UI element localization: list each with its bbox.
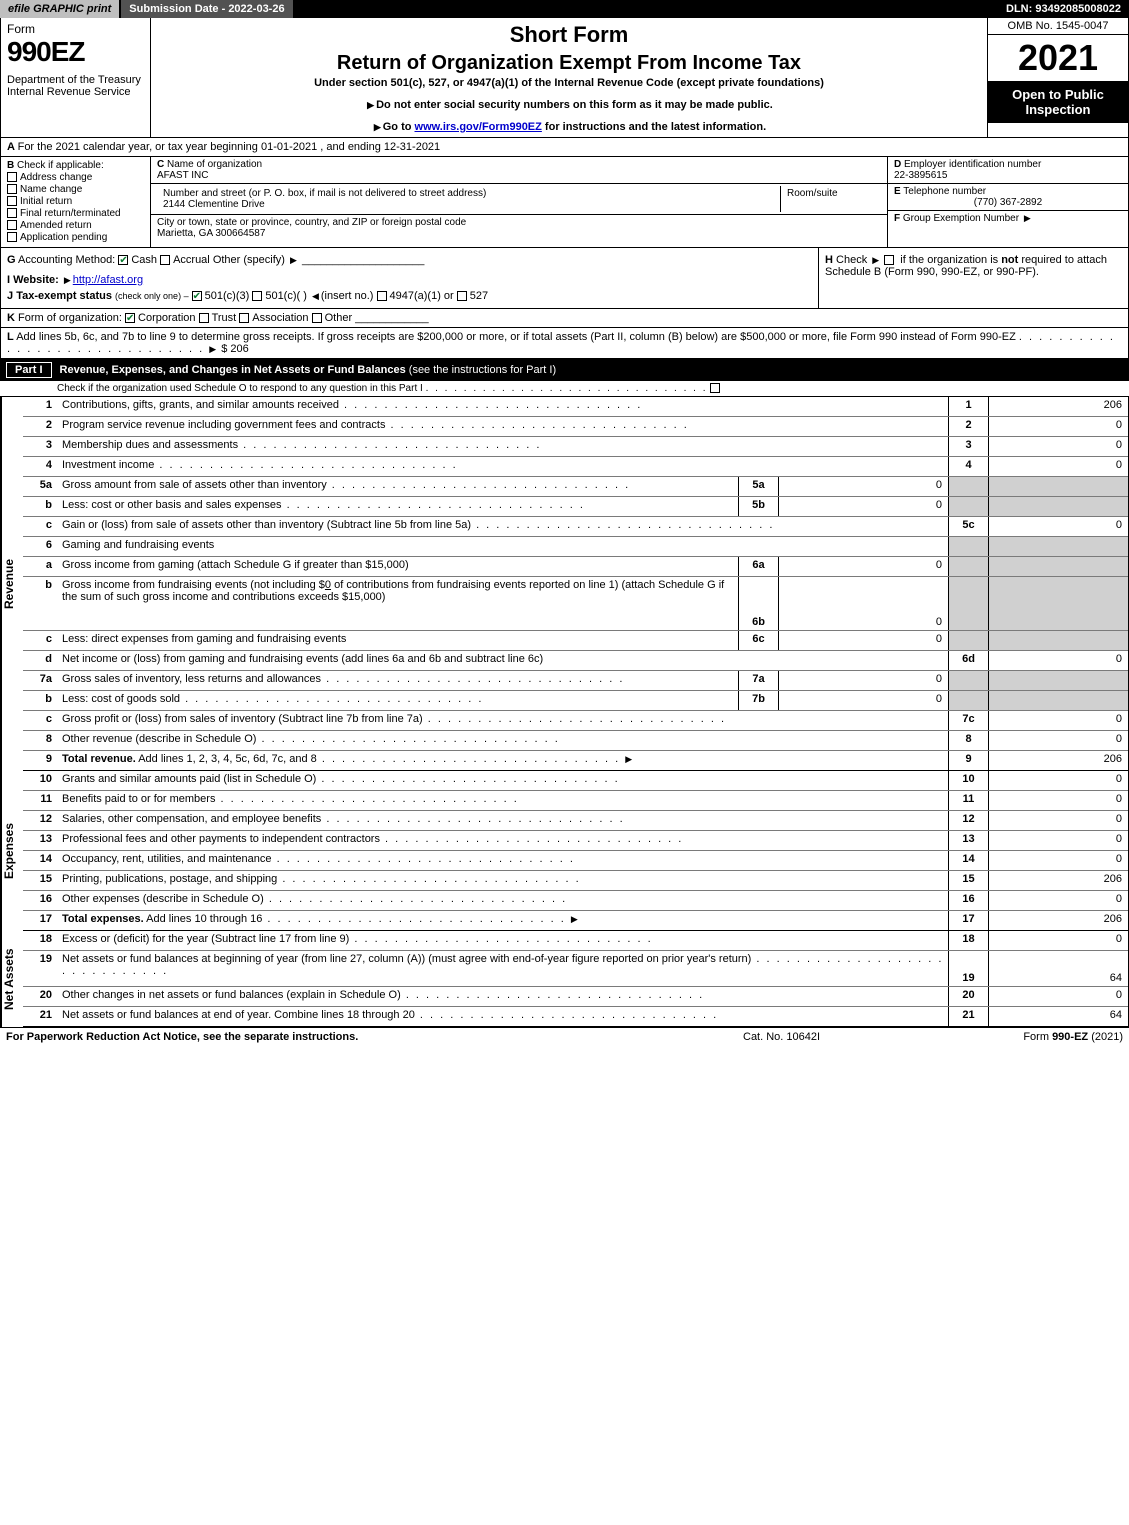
line-a: A For the 2021 calendar year, or tax yea… xyxy=(0,138,1129,157)
phone: (770) 367-2892 xyxy=(894,197,1122,208)
part1-table: Revenue 1Contributions, gifts, grants, a… xyxy=(0,397,1129,1027)
city-label: City or town, state or province, country… xyxy=(157,217,466,228)
gross-receipts: $ 206 xyxy=(221,343,249,355)
city-state-zip: Marietta, GA 300664587 xyxy=(157,228,265,239)
amt-5c: 0 xyxy=(988,517,1128,536)
amt-4: 0 xyxy=(988,457,1128,476)
amt-5a: 0 xyxy=(778,477,948,496)
amt-7c: 0 xyxy=(988,711,1128,730)
check-other-org[interactable] xyxy=(312,313,322,323)
check-corporation[interactable] xyxy=(125,313,135,323)
amt-15: 206 xyxy=(988,871,1128,890)
net-assets-sidebar: Net Assets xyxy=(1,931,23,1027)
efile-label: efile GRAPHIC print xyxy=(0,0,119,18)
form-header: Form 990EZ Department of the Treasury In… xyxy=(0,18,1129,138)
amt-17: 206 xyxy=(988,911,1128,930)
check-accrual[interactable] xyxy=(160,255,170,265)
amt-19: 64 xyxy=(988,951,1128,986)
amt-20: 0 xyxy=(988,987,1128,1006)
short-form-title: Short Form xyxy=(155,22,983,48)
department: Department of the Treasury Internal Reve… xyxy=(7,74,144,98)
amt-2: 0 xyxy=(988,417,1128,436)
check-address-change[interactable]: Address change xyxy=(7,172,144,183)
tax-exempt-label: Tax-exempt status xyxy=(16,290,112,302)
amt-7b: 0 xyxy=(778,691,948,710)
footer-form: Form 990-EZ (2021) xyxy=(943,1031,1123,1043)
form-label: Form xyxy=(7,22,144,36)
check-initial-return[interactable]: Initial return xyxy=(7,196,144,207)
check-schedule-o-part1[interactable] xyxy=(710,383,720,393)
amt-14: 0 xyxy=(988,851,1128,870)
part-1-header: Part I Revenue, Expenses, and Changes in… xyxy=(0,359,1129,381)
amt-6c: 0 xyxy=(778,631,948,650)
amt-18: 0 xyxy=(988,931,1128,950)
amt-6b: 0 xyxy=(778,577,948,630)
line-k: K Form of organization: Corporation Trus… xyxy=(0,309,1129,328)
amt-13: 0 xyxy=(988,831,1128,850)
omb-number: OMB No. 1545-0047 xyxy=(988,18,1128,35)
form-code: 990EZ xyxy=(7,36,144,68)
ein-label: Employer identification number xyxy=(904,159,1041,170)
check-name-change[interactable]: Name change xyxy=(7,184,144,195)
group-exemption-label: Group Exemption Number xyxy=(903,213,1019,224)
return-title: Return of Organization Exempt From Incom… xyxy=(155,52,983,75)
note-ssn: Do not enter social security numbers on … xyxy=(155,99,983,111)
submission-date: Submission Date - 2022-03-26 xyxy=(119,0,294,18)
phone-label: Telephone number xyxy=(903,186,986,197)
check-final-return[interactable]: Final return/terminated xyxy=(7,208,144,219)
room-suite-label: Room/suite xyxy=(781,186,881,212)
check-if-applicable: Check if applicable: xyxy=(17,160,104,171)
name-label: Name of organization xyxy=(167,159,262,170)
check-501c3[interactable] xyxy=(192,291,202,301)
ein: 22-3895615 xyxy=(894,170,947,181)
amt-6d: 0 xyxy=(988,651,1128,670)
check-527[interactable] xyxy=(457,291,467,301)
revenue-sidebar: Revenue xyxy=(1,397,23,771)
amt-6a: 0 xyxy=(778,557,948,576)
part-label: Part I xyxy=(6,362,52,378)
check-4947[interactable] xyxy=(377,291,387,301)
check-cash[interactable] xyxy=(118,255,128,265)
expenses-sidebar: Expenses xyxy=(1,771,23,931)
check-amended[interactable]: Amended return xyxy=(7,220,144,231)
note-goto: Go to www.irs.gov/Form990EZ for instruct… xyxy=(155,121,983,133)
instructions-link[interactable]: www.irs.gov/Form990EZ xyxy=(415,121,542,133)
amt-7a: 0 xyxy=(778,671,948,690)
top-bar: efile GRAPHIC print Submission Date - 20… xyxy=(0,0,1129,18)
amt-16: 0 xyxy=(988,891,1128,910)
subtitle: Under section 501(c), 527, or 4947(a)(1)… xyxy=(155,77,983,89)
footer-notice: For Paperwork Reduction Act Notice, see … xyxy=(6,1031,743,1043)
check-association[interactable] xyxy=(239,313,249,323)
accounting-method-label: Accounting Method: xyxy=(18,254,115,266)
website-label: Website: xyxy=(13,274,59,286)
amt-1: 206 xyxy=(988,397,1128,416)
amt-11: 0 xyxy=(988,791,1128,810)
line-l: L Add lines 5b, 6c, and 7b to line 9 to … xyxy=(0,328,1129,359)
amt-21: 64 xyxy=(988,1007,1128,1026)
dln: DLN: 93492085008022 xyxy=(998,0,1129,18)
tax-year: 2021 xyxy=(988,35,1128,81)
check-schedule-b[interactable] xyxy=(884,255,894,265)
amt-8: 0 xyxy=(988,731,1128,750)
amt-9: 206 xyxy=(988,751,1128,770)
open-to-public: Open to Public Inspection xyxy=(988,81,1128,123)
part1-check-line: Check if the organization used Schedule … xyxy=(0,381,1129,397)
amt-10: 0 xyxy=(988,771,1128,790)
section-b-through-f: B Check if applicable: Address change Na… xyxy=(0,157,1129,248)
h-check-pre: Check xyxy=(836,254,870,266)
amt-5b: 0 xyxy=(778,497,948,516)
street-address: 2144 Clementine Drive xyxy=(163,199,265,210)
check-501c[interactable] xyxy=(252,291,262,301)
amt-12: 0 xyxy=(988,811,1128,830)
check-application-pending[interactable]: Application pending xyxy=(7,232,144,243)
check-trust[interactable] xyxy=(199,313,209,323)
section-g-through-j: G Accounting Method: Cash Accrual Other … xyxy=(0,248,1129,309)
footer-cat: Cat. No. 10642I xyxy=(743,1031,943,1043)
page-footer: For Paperwork Reduction Act Notice, see … xyxy=(0,1027,1129,1046)
amt-3: 0 xyxy=(988,437,1128,456)
address-label: Number and street (or P. O. box, if mail… xyxy=(163,188,486,199)
org-name: AFAST INC xyxy=(157,170,209,181)
website-link[interactable]: http://afast.org xyxy=(73,274,143,286)
